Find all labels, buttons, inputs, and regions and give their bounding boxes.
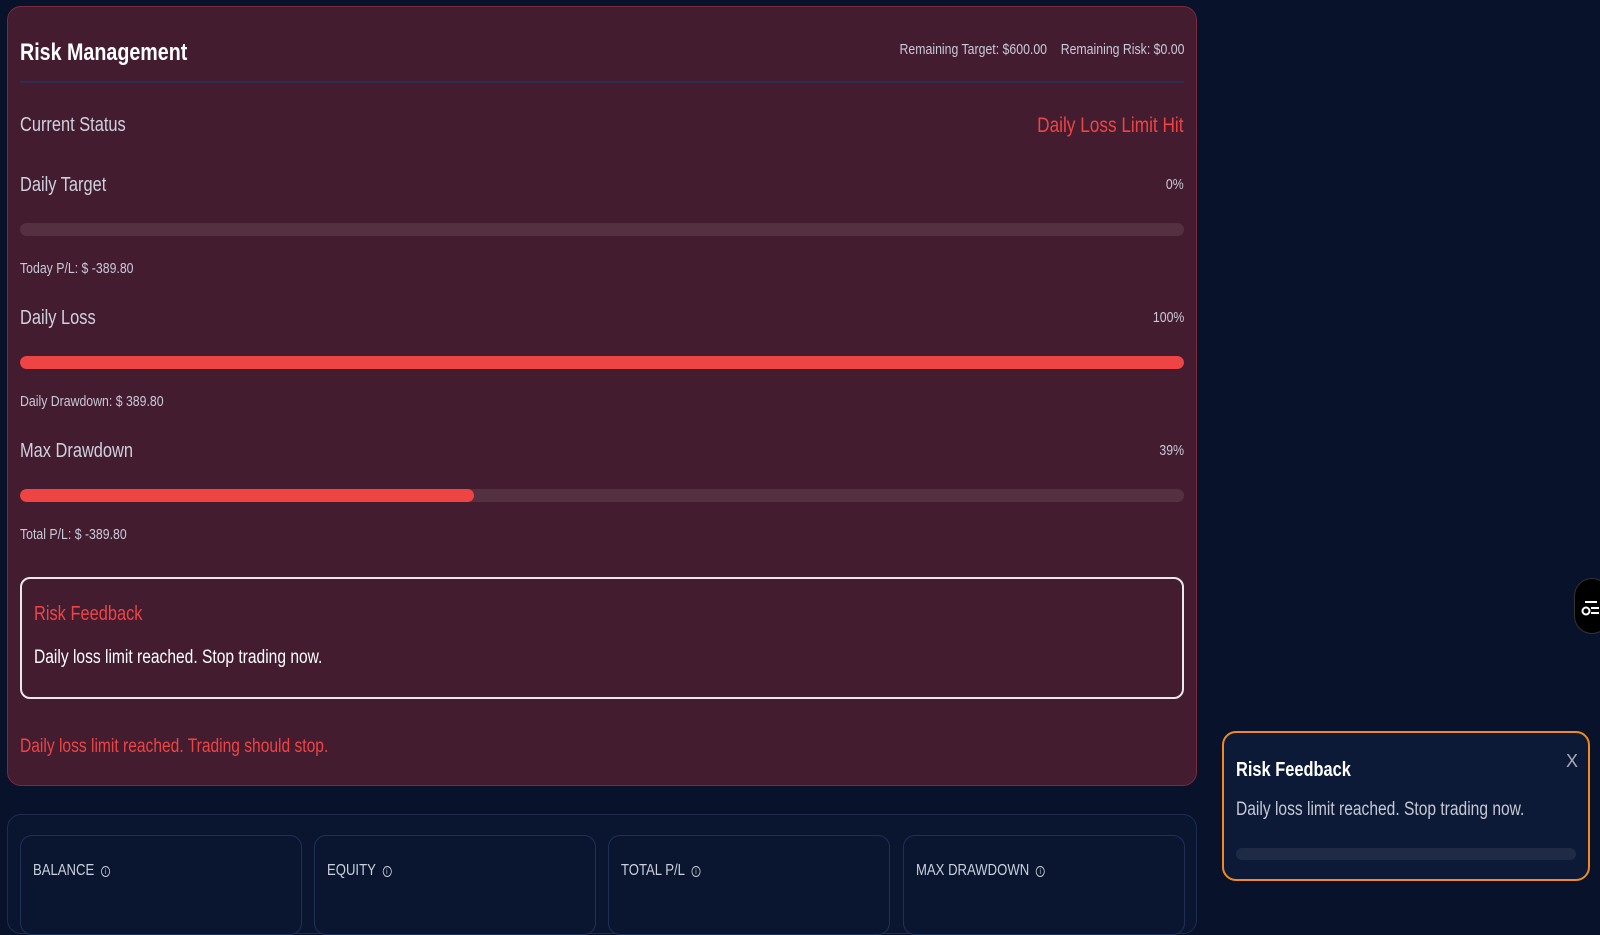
total-pl: Total P/L: $ -389.80 bbox=[20, 526, 127, 543]
stat-card-equity: EQUITY i bbox=[314, 835, 596, 935]
daily-loss-progress bbox=[20, 356, 1184, 369]
panel-title: Risk Management bbox=[20, 39, 188, 66]
daily-target-percent: 0% bbox=[1166, 176, 1184, 193]
risk-feedback-toast: Risk Feedback X Daily loss limit reached… bbox=[1222, 731, 1590, 881]
floating-menu-button[interactable] bbox=[1574, 578, 1600, 634]
close-icon[interactable]: X bbox=[1565, 751, 1578, 771]
daily-loss-percent: 100% bbox=[1152, 309, 1184, 326]
stat-label: EQUITY bbox=[327, 862, 376, 879]
risk-feedback-message: Daily loss limit reached. Stop trading n… bbox=[34, 647, 323, 668]
remaining-risk: Remaining Risk: $0.00 bbox=[1060, 41, 1184, 58]
daily-drawdown: Daily Drawdown: $ 389.80 bbox=[20, 393, 164, 410]
max-drawdown-progress bbox=[20, 489, 1184, 502]
daily-loss-label: Daily Loss bbox=[20, 307, 96, 329]
toast-message: Daily loss limit reached. Stop trading n… bbox=[1236, 799, 1525, 820]
current-status-label: Current Status bbox=[20, 114, 126, 136]
risk-feedback-title: Risk Feedback bbox=[34, 603, 143, 625]
stat-label: TOTAL P/L bbox=[621, 862, 685, 879]
info-icon[interactable]: i bbox=[1035, 866, 1045, 877]
today-pl: Today P/L: $ -389.80 bbox=[20, 260, 134, 277]
daily-target-label: Daily Target bbox=[20, 174, 107, 196]
remaining-summary: Remaining Target: $600.00 Remaining Risk… bbox=[837, 41, 1184, 58]
remaining-target: Remaining Target: $600.00 bbox=[899, 41, 1047, 58]
account-stats-panel: BALANCE i EQUITY i TOTAL P/L i MAX DRAWDOWN… bbox=[7, 814, 1197, 935]
toast-title: Risk Feedback bbox=[1236, 759, 1351, 781]
info-icon[interactable]: i bbox=[691, 866, 701, 877]
progress-fill bbox=[20, 356, 1184, 369]
stat-card-max-drawdown: MAX DRAWDOWN i bbox=[903, 835, 1185, 935]
header-divider bbox=[20, 81, 1184, 83]
current-status-value: Daily Loss Limit Hit bbox=[1037, 114, 1184, 137]
risk-management-panel: Risk Management Remaining Target: $600.0… bbox=[7, 6, 1197, 786]
progress-fill bbox=[20, 489, 474, 502]
risk-feedback-box: Risk Feedback Daily loss limit reached. … bbox=[20, 577, 1184, 699]
stat-card-balance: BALANCE i bbox=[20, 835, 302, 935]
daily-target-progress bbox=[20, 223, 1184, 236]
info-icon[interactable]: i bbox=[382, 866, 392, 877]
warning-text: Daily loss limit reached. Trading should… bbox=[20, 736, 329, 757]
max-drawdown-label: Max Drawdown bbox=[20, 440, 134, 462]
stat-label: MAX DRAWDOWN bbox=[916, 862, 1030, 879]
max-drawdown-percent: 39% bbox=[1159, 442, 1184, 459]
stat-label: BALANCE bbox=[33, 862, 95, 879]
info-icon[interactable]: i bbox=[100, 866, 110, 877]
toast-progress bbox=[1236, 848, 1576, 860]
settings-list-icon bbox=[1581, 601, 1599, 616]
stat-card-total-pl: TOTAL P/L i bbox=[608, 835, 890, 935]
